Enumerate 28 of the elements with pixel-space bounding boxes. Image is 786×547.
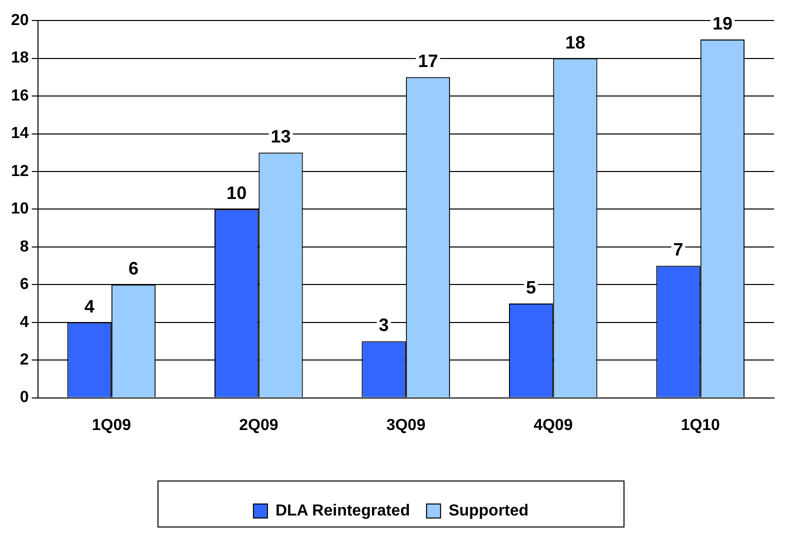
data-label: 18 — [565, 32, 586, 52]
y-tick-label: 20 — [11, 12, 29, 30]
x-tick-label: 2Q09 — [239, 416, 278, 434]
y-tick-label: 16 — [11, 87, 29, 104]
data-label: 4 — [84, 296, 94, 316]
x-tick-label: 1Q09 — [92, 416, 132, 434]
data-label: 3 — [378, 315, 389, 336]
data-label: 19 — [712, 13, 732, 34]
data-label: 7 — [673, 240, 684, 260]
y-tick-label: 10 — [11, 200, 29, 218]
data-label: 10 — [226, 183, 247, 204]
y-tick-label: 6 — [20, 276, 29, 294]
y-tick-label: 0 — [20, 389, 29, 406]
legend-label: DLA Reintegrated — [275, 502, 410, 520]
x-tick-label: 4Q09 — [534, 416, 573, 434]
y-tick-label: 14 — [11, 125, 29, 142]
data-label: 17 — [418, 51, 438, 72]
x-tick-label: 1Q10 — [680, 416, 720, 434]
y-tick-label: 4 — [20, 314, 29, 331]
y-tick-label: 8 — [20, 238, 29, 256]
y-tick-label: 18 — [11, 50, 29, 67]
data-label: 5 — [526, 277, 536, 298]
y-tick-label: 2 — [20, 351, 29, 368]
data-label: 6 — [128, 258, 139, 279]
x-tick-label: 3Q09 — [386, 416, 426, 434]
legend-label: Supported — [448, 502, 529, 520]
y-tick-label: 12 — [11, 162, 29, 180]
data-label: 13 — [270, 126, 291, 147]
